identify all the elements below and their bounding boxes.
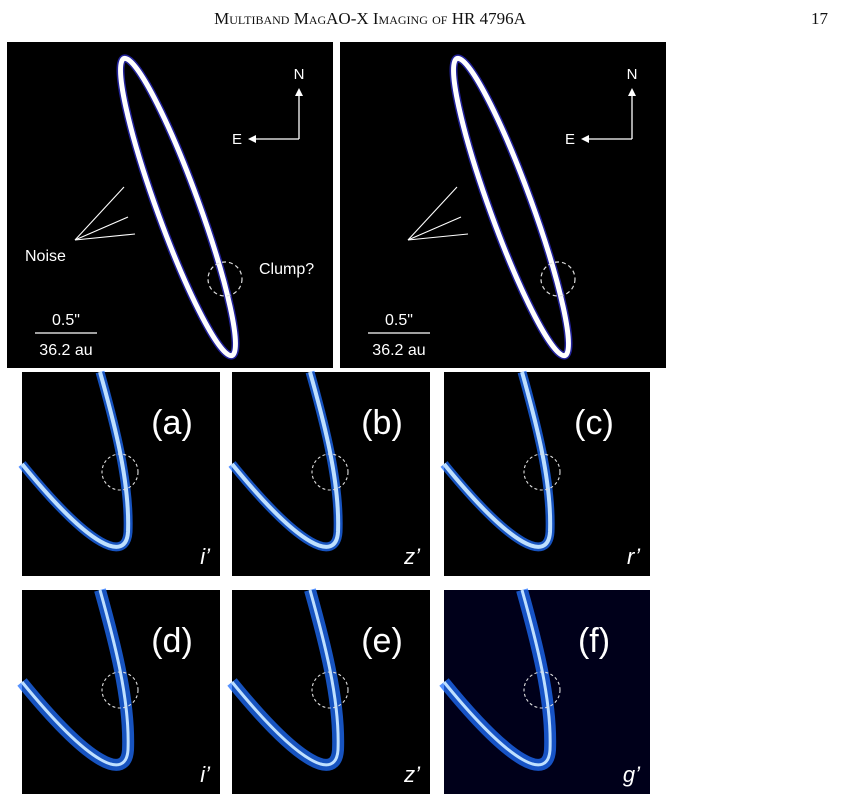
page-number: 17: [811, 9, 829, 28]
arrowhead: [628, 88, 636, 96]
north-label: N: [294, 66, 305, 83]
noise-arrow: [407, 233, 469, 241]
noise-arrow: [74, 186, 125, 241]
filter-label: i’: [200, 762, 211, 787]
overview-panel: N E Noise Clump? 0.5" 36.2 au: [7, 42, 333, 368]
clump-marker: [101, 671, 139, 709]
panel-label: (d): [151, 622, 193, 660]
ring-arc: [20, 371, 131, 549]
image-background: [7, 42, 333, 368]
disk-ring: [117, 55, 239, 359]
east-label: E: [565, 131, 575, 148]
noise-arrow: [74, 216, 129, 241]
zoom-panel: (c) r’: [440, 370, 650, 576]
clump-marker: [523, 671, 561, 709]
panel-label: (a): [151, 404, 193, 442]
zoom-panel: (f) g’: [439, 588, 650, 794]
zoom-panel: (b) z’: [228, 370, 430, 576]
ring-arc: [442, 589, 552, 767]
arrowhead: [295, 88, 303, 96]
north-label: N: [627, 66, 638, 83]
overview-panel: N E 0.5" 36.2 au: [340, 42, 666, 368]
clump-marker: [311, 671, 349, 709]
filter-label: r’: [627, 544, 641, 569]
panel-label: (e): [361, 622, 403, 660]
panel-label: (c): [574, 404, 614, 442]
scale-angle: 0.5": [52, 312, 80, 329]
ring-arc: [230, 371, 341, 549]
filter-label: z’: [403, 544, 421, 569]
scale-distance: 36.2 au: [372, 342, 425, 359]
scale-distance: 36.2 au: [39, 342, 92, 359]
disk-ring: [450, 55, 572, 359]
east-label: E: [232, 131, 242, 148]
clump-marker: [540, 261, 576, 297]
ring-arc: [230, 589, 340, 767]
panel-label: (b): [361, 404, 403, 442]
zoom-panel: (d) i’: [17, 588, 220, 794]
ring-arc: [20, 589, 130, 767]
noise-label: Noise: [25, 248, 66, 265]
clump-marker: [523, 453, 561, 491]
filter-label: i’: [200, 544, 211, 569]
arrowhead: [581, 135, 589, 143]
panel-label: (f): [578, 622, 610, 660]
filter-label: g’: [623, 762, 641, 787]
running-title: Multiband MagAO-X Imaging of HR 4796A: [214, 9, 526, 28]
arrowhead: [248, 135, 256, 143]
filter-label: z’: [403, 762, 421, 787]
noise-arrow: [74, 233, 136, 241]
clump-marker: [101, 453, 139, 491]
clump-label: Clump?: [259, 261, 314, 278]
image-background: [340, 42, 666, 368]
noise-arrow: [407, 186, 458, 241]
ring-arc: [442, 371, 553, 549]
clump-marker: [311, 453, 349, 491]
zoom-panel: (a) i’: [18, 370, 220, 576]
scale-angle: 0.5": [385, 312, 413, 329]
noise-arrow: [407, 216, 462, 241]
zoom-panel: (e) z’: [227, 588, 430, 794]
clump-marker: [207, 261, 243, 297]
figure: N E Noise Clump? 0.5" 36.2 au N E 0.5" 36.2 au (a)…: [7, 42, 666, 794]
